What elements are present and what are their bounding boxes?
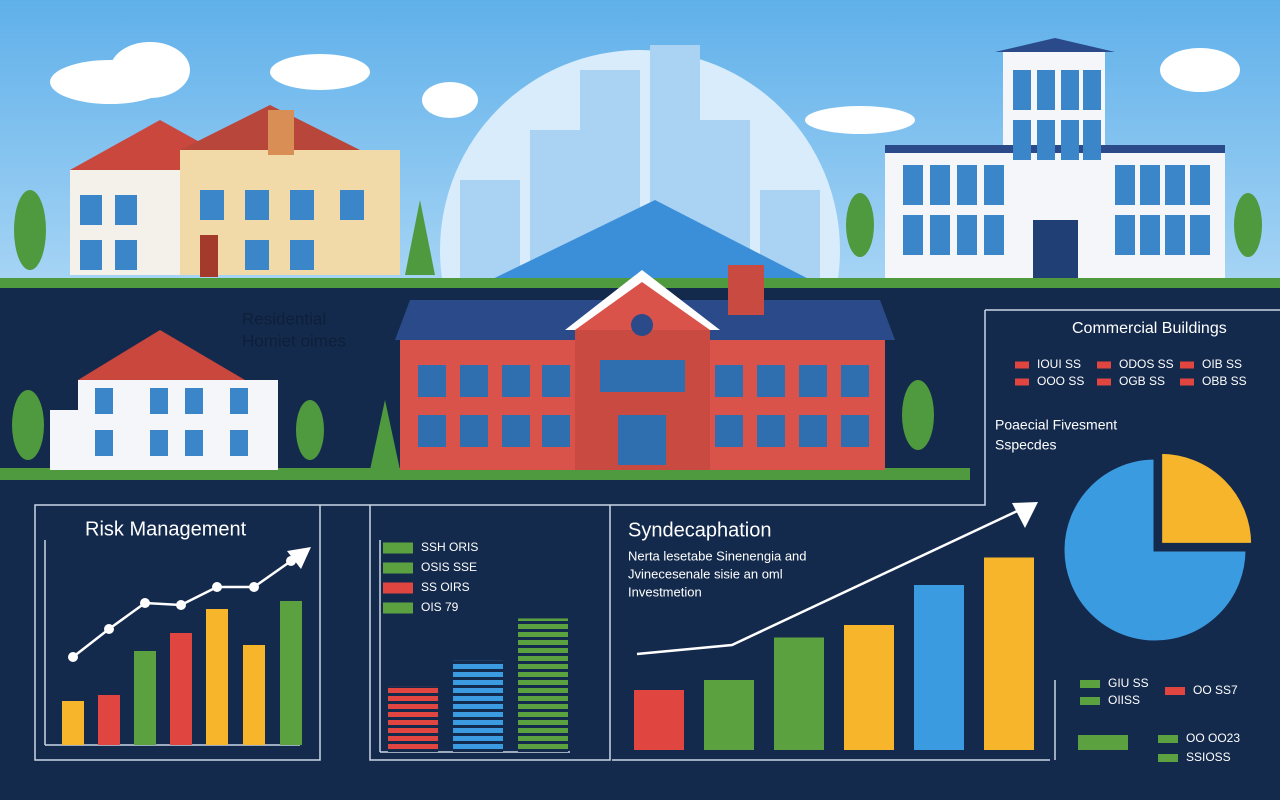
legend-label: OIB SS [1202,357,1242,371]
bar-stripes [453,660,503,752]
bar [774,637,824,750]
legend-label: ODOS SS [1119,357,1174,371]
bar [134,651,156,745]
legend-swatch [383,582,413,594]
legend-label: SSIOSS [1186,750,1231,764]
legend-label: OIISS [1108,693,1140,707]
portfolio-label: Poaecial Fivesment [995,417,1117,433]
trend-point [212,582,222,592]
bar [914,585,964,750]
pie-slice [1159,450,1255,546]
legend-label: OOO SS [1037,374,1084,388]
residential-label: Homiet oimes [242,331,346,350]
legend-label: OGB SS [1119,374,1165,388]
legend-swatch [383,562,413,574]
legend-label: OSIS SSE [421,560,477,574]
portfolio-label: Sspecdes [995,437,1056,453]
legend-swatch [1180,361,1194,369]
legend-swatch [383,542,413,554]
bar [243,645,265,745]
chart-title: Risk Management [85,518,247,540]
bar [170,633,192,745]
bar [62,701,84,745]
legend-label: SS OIRS [421,580,470,594]
chart-text: Investmetion [628,584,702,599]
trend-point [176,600,186,610]
pie-slice [1061,456,1249,644]
bar-stripes [388,686,438,752]
legend-swatch [1080,697,1100,705]
legend-label: IOUI SS [1037,357,1081,371]
legend-swatch [1180,378,1194,386]
residential-label: Residential [242,309,326,328]
legend-label: OBB SS [1202,374,1247,388]
legend-swatch [1015,361,1029,369]
legend-swatch [1015,378,1029,386]
legend-label: SSH ORIS [421,540,478,554]
legend-label: OIS 79 [421,600,459,614]
legend-label: OO SS7 [1193,683,1238,697]
legend-swatch [1080,680,1100,688]
legend-swatch [1165,687,1185,695]
legend-label: OO OO23 [1186,731,1240,745]
trend-arrow [287,547,311,569]
bar [704,680,754,750]
bar [280,601,302,745]
legend-swatch [1158,754,1178,762]
trend-point [249,582,259,592]
chart-title: Syndecaphation [628,519,771,541]
trend-point [140,598,150,608]
legend-swatch [1158,735,1178,743]
bar [206,609,228,745]
legend-label: GIU SS [1108,676,1149,690]
legend-swatch [383,602,413,614]
bar [984,557,1034,750]
bar-stripes [518,618,568,752]
bar [634,690,684,750]
trend-point [68,652,78,662]
bar [844,625,894,750]
chart-text: Nerta lesetabe Sinenengia and [628,548,807,563]
trend-point [104,624,114,634]
bar [98,695,120,745]
legend-swatch [1097,361,1111,369]
chart-text: Jvinecesenale sisie an oml [628,566,783,581]
legend-swatch [1097,378,1111,386]
commercial-title: Commercial Buildings [1072,320,1227,337]
